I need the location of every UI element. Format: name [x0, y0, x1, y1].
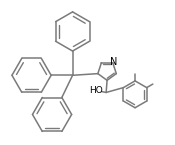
Text: HO: HO [89, 86, 103, 95]
Text: N: N [110, 57, 117, 67]
